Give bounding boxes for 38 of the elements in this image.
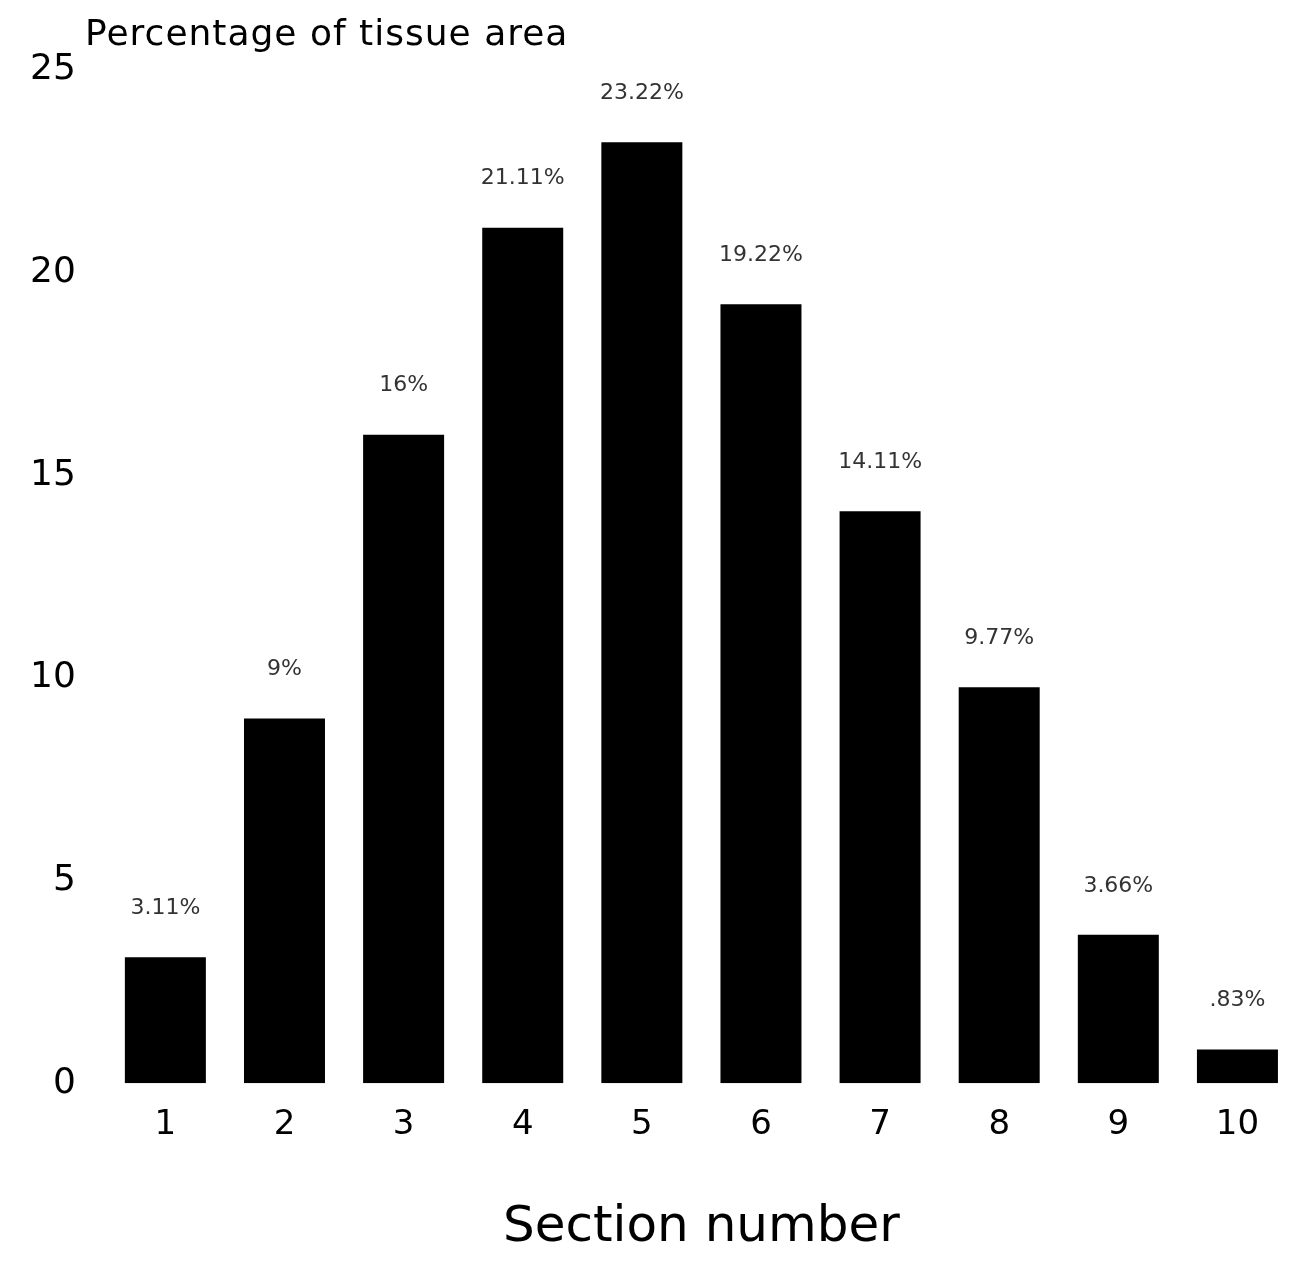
y-tick-label: 20 <box>30 249 76 290</box>
y-tick-label: 0 <box>52 1059 76 1101</box>
data-label: 21.11% <box>480 164 565 190</box>
x-axis-title: Section number <box>503 1194 901 1253</box>
bar <box>124 957 206 1084</box>
x-tick-label: 7 <box>869 1102 891 1143</box>
y-tick-label: 10 <box>30 654 76 696</box>
data-label: 16% <box>379 371 429 397</box>
x-tick-label: 10 <box>1215 1102 1260 1143</box>
data-label: 9.77% <box>964 623 1035 649</box>
x-tick-label: 6 <box>750 1102 772 1143</box>
data-label: 3.66% <box>1083 871 1154 897</box>
data-label: 9% <box>267 655 302 681</box>
data-label: .83% <box>1209 986 1266 1012</box>
x-tick-label: 9 <box>1107 1102 1130 1143</box>
x-tick-label: 8 <box>988 1102 1011 1143</box>
bar <box>482 227 564 1084</box>
bar <box>839 511 921 1084</box>
bar <box>720 304 802 1084</box>
x-tick-label: 5 <box>631 1102 653 1143</box>
bar <box>958 687 1040 1084</box>
bar <box>601 142 683 1084</box>
x-tick-label: 2 <box>273 1102 296 1143</box>
data-label: 23.22% <box>599 78 684 104</box>
bar <box>363 434 445 1084</box>
data-label: 14.11% <box>838 448 923 474</box>
x-tick-label: 4 <box>511 1102 534 1143</box>
y-tick-label: 15 <box>30 451 76 493</box>
y-tick-label: 25 <box>30 46 76 88</box>
data-label: 3.11% <box>130 893 201 919</box>
bar <box>1077 934 1159 1084</box>
y-tick-label: 5 <box>52 856 76 898</box>
x-tick-label: 3 <box>392 1102 415 1143</box>
bar <box>1196 1049 1278 1084</box>
y-axis-title: Percentage of tissue area <box>85 12 569 53</box>
data-label: 19.22% <box>719 240 803 266</box>
x-tick-label: 1 <box>154 1102 177 1143</box>
bar <box>243 718 325 1084</box>
